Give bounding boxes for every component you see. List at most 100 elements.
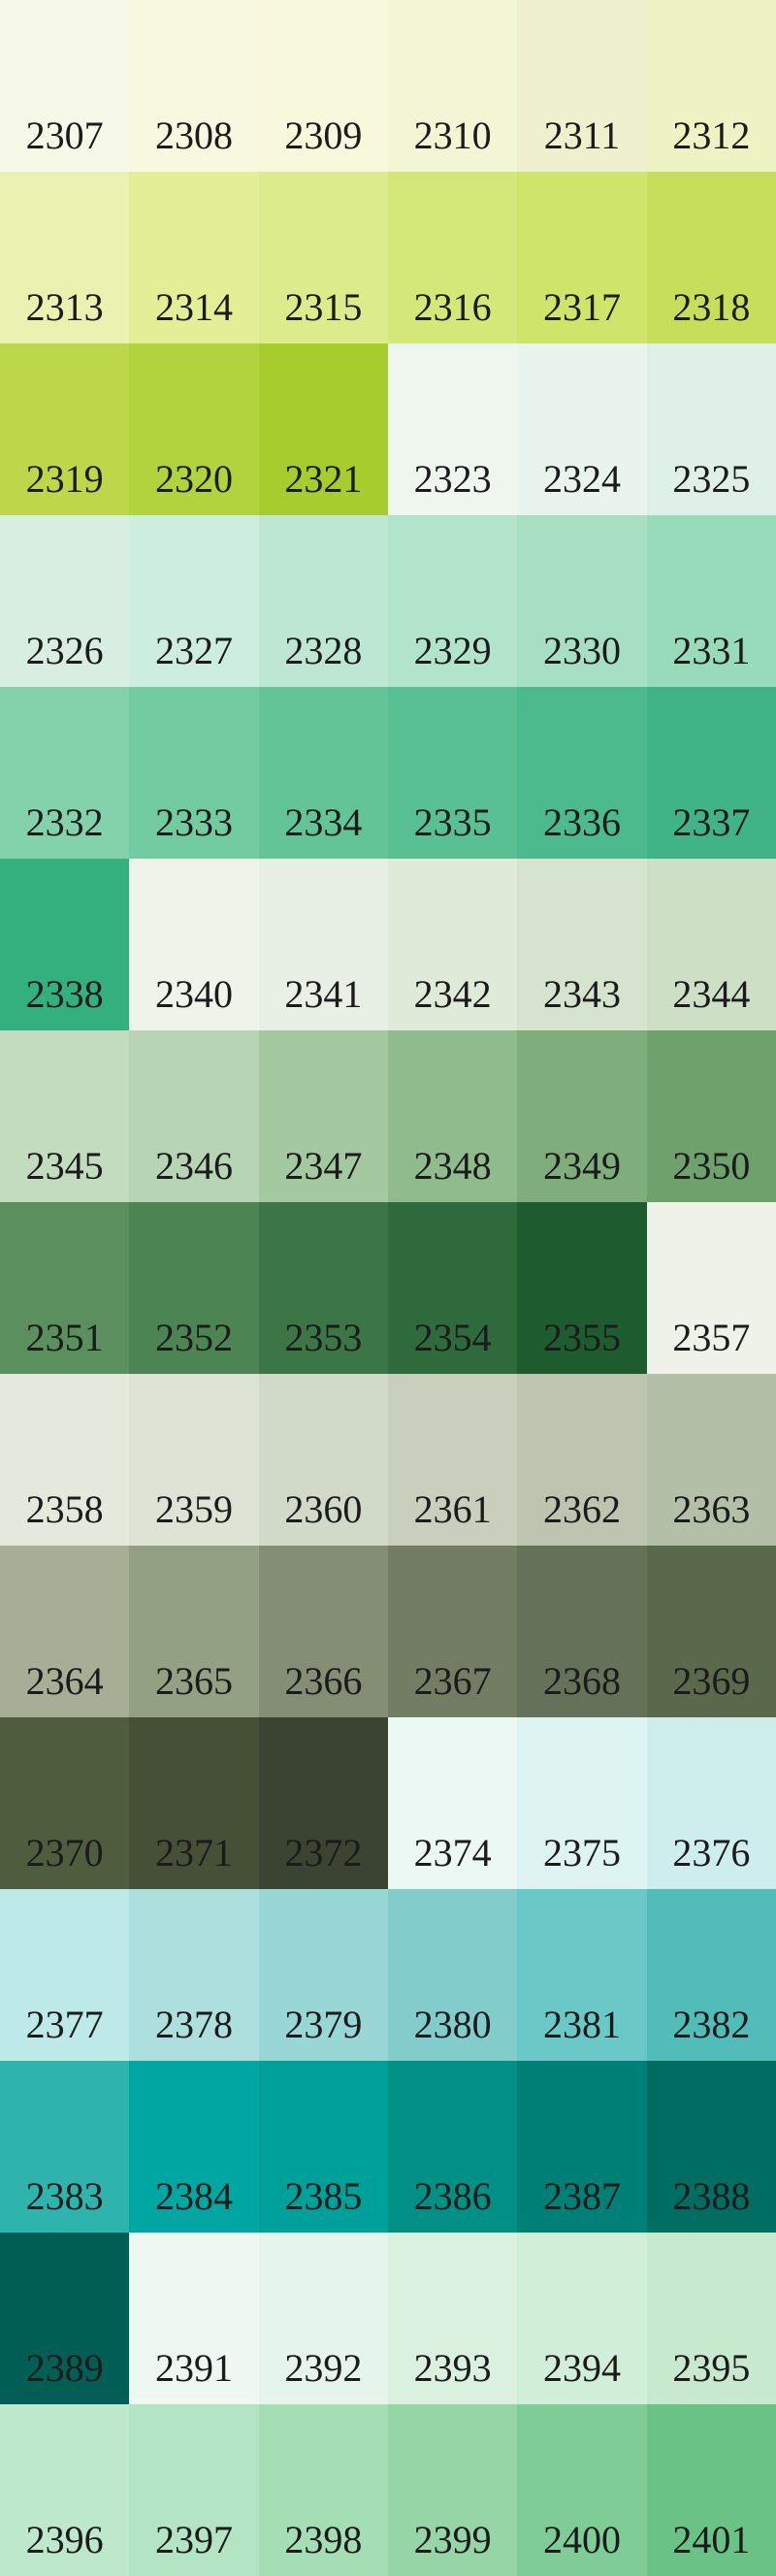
swatch-label: 2396 [25,2518,104,2561]
swatch-label: 2382 [672,2003,751,2046]
swatch-label: 2308 [154,114,233,157]
color-swatch: 2326 [0,515,130,687]
color-swatch: 2351 [0,1202,130,1374]
swatch-label: 2387 [542,2174,621,2218]
color-swatch: 2380 [387,1889,518,2061]
swatch-label: 2309 [284,114,363,157]
color-swatch: 2336 [517,687,647,859]
swatch-label: 2368 [542,1659,621,1703]
swatch-label: 2318 [672,285,751,329]
color-swatch: 2333 [129,687,259,859]
swatch-label: 2331 [672,629,751,672]
color-swatch: 2312 [646,0,776,172]
swatch-label: 2377 [25,2003,104,2046]
color-swatch: 2347 [258,1030,388,1202]
swatch-label: 2352 [154,1316,233,1359]
swatch-label: 2384 [154,2174,233,2218]
color-swatch: 2391 [129,2233,259,2404]
swatch-label: 2329 [413,629,492,672]
swatch-label: 2372 [284,1831,363,1875]
swatch-label: 2375 [542,1831,621,1875]
color-swatch: 2327 [129,515,259,687]
swatch-label: 2389 [25,2346,104,2390]
color-swatch: 2316 [387,172,518,343]
color-swatch: 2319 [0,343,130,515]
swatch-label: 2348 [413,1144,492,1188]
color-swatch: 2361 [387,1374,518,1546]
swatch-label: 2354 [413,1316,492,1359]
color-swatch: 2315 [258,172,388,343]
color-swatch: 2309 [258,0,388,172]
color-swatch: 2368 [517,1546,647,1717]
color-swatch: 2392 [258,2233,388,2404]
swatch-label: 2349 [542,1144,621,1188]
color-swatch: 2384 [129,2061,259,2233]
color-swatch: 2364 [0,1546,130,1717]
color-swatch: 2396 [0,2404,130,2576]
color-swatch: 2378 [129,1889,259,2061]
color-swatch: 2367 [387,1546,518,1717]
color-swatch: 2365 [129,1546,259,1717]
swatch-label: 2343 [542,972,621,1016]
swatch-label: 2385 [284,2174,363,2218]
color-swatch: 2382 [646,1889,776,2061]
color-swatch: 2311 [517,0,647,172]
swatch-label: 2345 [25,1144,104,1188]
swatch-label: 2336 [542,800,621,844]
swatch-label: 2340 [154,972,233,1016]
swatch-label: 2398 [284,2518,363,2561]
color-swatch: 2379 [258,1889,388,2061]
color-swatch: 2334 [258,687,388,859]
color-swatch: 2338 [0,859,130,1030]
color-swatch: 2357 [646,1202,776,1374]
swatch-label: 2364 [25,1659,104,1703]
swatch-label: 2337 [672,800,751,844]
swatch-label: 2357 [672,1316,751,1359]
color-swatch: 2366 [258,1546,388,1717]
swatch-label: 2333 [154,800,233,844]
color-swatch: 2393 [387,2233,518,2404]
swatch-label: 2395 [672,2346,751,2390]
swatch-label: 2393 [413,2346,492,2390]
swatch-label: 2401 [672,2518,751,2561]
swatch-label: 2365 [154,1659,233,1703]
swatch-label: 2378 [154,2003,233,2046]
color-swatch: 2354 [387,1202,518,1374]
swatch-label: 2344 [672,972,751,1016]
swatch-label: 2332 [25,800,104,844]
color-swatch: 2310 [387,0,518,172]
color-swatch: 2323 [387,343,518,515]
swatch-label: 2370 [25,1831,104,1875]
swatch-label: 2366 [284,1659,363,1703]
swatch-label: 2392 [284,2346,363,2390]
swatch-label: 2330 [542,629,621,672]
color-swatch: 2397 [129,2404,259,2576]
swatch-label: 2307 [25,114,104,157]
swatch-label: 2353 [284,1316,363,1359]
color-swatch: 2399 [387,2404,518,2576]
color-swatch: 2329 [387,515,518,687]
color-swatch: 2325 [646,343,776,515]
color-swatch: 2383 [0,2061,130,2233]
swatch-label: 2351 [25,1316,104,1359]
swatch-label: 2335 [413,800,492,844]
swatch-label: 2341 [284,972,363,1016]
swatch-label: 2376 [672,1831,751,1875]
swatch-label: 2388 [672,2174,751,2218]
color-swatch: 2385 [258,2061,388,2233]
swatch-label: 2383 [25,2174,104,2218]
swatch-label: 2380 [413,2003,492,2046]
color-swatch: 2353 [258,1202,388,1374]
color-swatch: 2401 [646,2404,776,2576]
swatch-label: 2347 [284,1144,363,1188]
color-swatch: 2314 [129,172,259,343]
color-swatch: 2352 [129,1202,259,1374]
swatch-label: 2359 [154,1487,233,1531]
swatch-label: 2342 [413,972,492,1016]
color-swatch: 2340 [129,859,259,1030]
color-swatch: 2320 [129,343,259,515]
color-swatch: 2317 [517,172,647,343]
color-swatch: 2350 [646,1030,776,1202]
color-swatch: 2381 [517,1889,647,2061]
swatch-label: 2397 [154,2518,233,2561]
